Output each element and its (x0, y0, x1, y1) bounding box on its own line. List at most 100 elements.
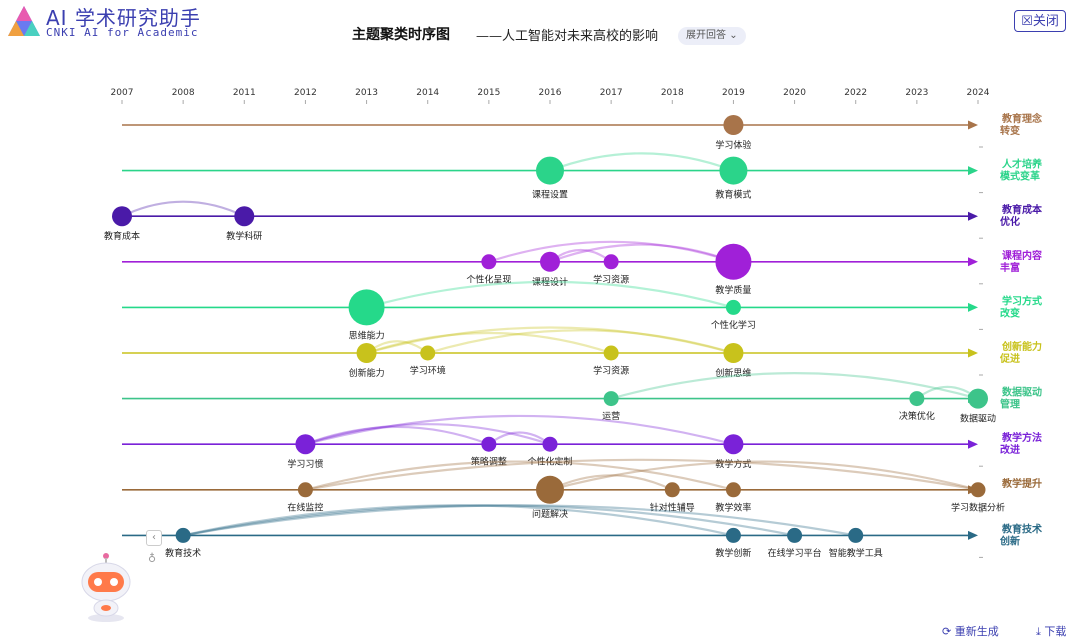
lane-label: 促进 (999, 352, 1020, 365)
year-tick-label: 2008 (172, 88, 195, 98)
topic-node-label: 学习资源 (593, 273, 629, 285)
topic-node[interactable] (715, 243, 752, 280)
year-tick-label: 2015 (477, 88, 500, 98)
topic-node[interactable] (725, 299, 741, 315)
topic-node-label: 学习资源 (593, 365, 629, 377)
lane-label: 创新 (999, 534, 1020, 547)
topic-node[interactable] (175, 527, 191, 543)
lane-label: 教育理念 (1001, 112, 1042, 125)
topic-node-label: 学习体验 (715, 139, 751, 151)
topic-node[interactable] (536, 156, 564, 185)
year-tick-label: 2012 (294, 88, 317, 98)
page-title: 主题聚类时序图 (352, 27, 450, 43)
page-subtitle: ——人工智能对未来高校的影响 (476, 29, 659, 44)
topic-node[interactable] (719, 156, 748, 185)
lane-label: 优化 (1000, 215, 1020, 228)
topic-node-label: 学习习惯 (287, 458, 323, 470)
topic-node[interactable] (664, 482, 680, 498)
topic-node[interactable] (970, 482, 986, 498)
download-button[interactable]: ⤓ 下载 (1036, 623, 1066, 639)
year-tick-label: 2016 (539, 88, 562, 98)
close-icon: ☒ (1021, 14, 1033, 29)
topic-node[interactable] (348, 289, 385, 326)
topic-node-label: 教学效率 (715, 501, 751, 513)
topic-node[interactable] (536, 475, 564, 504)
topic-node-label: 教育模式 (715, 189, 751, 201)
lane-label: 转变 (1000, 124, 1020, 137)
lane-label: 数据驱动 (1002, 386, 1042, 399)
lane-arrow (968, 348, 978, 358)
logo (8, 6, 40, 36)
topic-node-label: 问题解决 (532, 508, 568, 520)
topic-node-label: 智能教学工具 (829, 547, 883, 559)
topic-node-label: 教育成本 (104, 230, 140, 242)
year-tick-label: 2018 (661, 88, 684, 98)
topic-node[interactable] (909, 391, 925, 407)
download-icon: ⤓ (1036, 625, 1041, 638)
topic-node-label: 创新思维 (715, 367, 751, 379)
topic-node-label: 在线监控 (287, 501, 323, 513)
regenerate-button[interactable]: ⟳ 重新生成 (942, 623, 999, 639)
link-arc (305, 423, 551, 446)
close-button[interactable]: ☒关闭 (1014, 10, 1066, 32)
topic-node[interactable] (725, 482, 741, 498)
topic-node-label: 教学创新 (715, 547, 751, 559)
topic-node[interactable] (234, 206, 255, 227)
brand-title: AI 学术研究助手 (46, 6, 201, 30)
lane-arrow (968, 530, 978, 540)
topic-node[interactable] (787, 527, 803, 543)
chevron-left-icon[interactable]: ‹ (146, 530, 162, 546)
lane-label: 教学方法 (1001, 431, 1042, 444)
topic-node-label: 课程设置 (532, 190, 568, 201)
topic-node[interactable] (420, 345, 436, 361)
lane-arrow (968, 120, 978, 130)
topic-node[interactable] (723, 434, 744, 455)
lane-label: 管理 (1000, 398, 1020, 411)
lane-label: 教育技术 (1001, 522, 1042, 535)
link-arc (366, 331, 612, 355)
topic-node-label: 创新能力 (349, 367, 385, 379)
year-tick-label: 2022 (844, 88, 867, 98)
topic-node[interactable] (112, 206, 132, 227)
topic-node[interactable] (603, 254, 619, 270)
lane-arrow (968, 257, 978, 267)
topic-node[interactable] (725, 527, 741, 543)
robot-assistant-icon[interactable] (74, 548, 138, 624)
topic-node-label: 教学质量 (715, 284, 751, 296)
topic-node-label: 教育技术 (165, 547, 201, 559)
topic-node[interactable] (603, 391, 619, 407)
close-label: 关闭 (1032, 14, 1059, 29)
topic-node[interactable] (297, 482, 313, 498)
link-arc (610, 371, 979, 400)
topic-node[interactable] (481, 436, 497, 452)
topic-node-label: 针对性辅导 (650, 501, 695, 513)
lane-arrow (968, 302, 978, 312)
lane-label: 创新能力 (1001, 340, 1042, 353)
link-arc (182, 504, 856, 537)
expand-answer-button[interactable]: 展开回答 ⌄ (678, 27, 746, 45)
topic-node-label: 数据驱动 (960, 413, 996, 425)
topic-node[interactable] (603, 345, 619, 361)
topic-node[interactable] (295, 434, 316, 455)
topic-node-label: 教学方式 (715, 458, 751, 470)
link-arc (366, 280, 734, 309)
year-tick-label: 2020 (783, 88, 806, 98)
topic-node[interactable] (968, 388, 988, 409)
topic-node-label: 决策优化 (899, 410, 935, 422)
lane-arrow (968, 211, 978, 221)
topic-node[interactable] (723, 343, 744, 363)
year-tick-label: 2011 (233, 88, 256, 98)
topic-node[interactable] (723, 115, 744, 135)
topic-node[interactable] (542, 436, 558, 452)
link-arc (182, 504, 795, 537)
topic-node[interactable] (356, 343, 377, 363)
year-tick-label: 2007 (111, 88, 134, 98)
topic-node[interactable] (481, 254, 497, 270)
year-tick-label: 2014 (416, 88, 439, 98)
topic-node[interactable] (848, 527, 864, 543)
topic-node[interactable] (540, 251, 560, 272)
lane-label: 教学提升 (1001, 477, 1042, 490)
lane-label: 改进 (1000, 443, 1020, 456)
link-arc (305, 460, 734, 491)
link-arc (305, 414, 734, 446)
